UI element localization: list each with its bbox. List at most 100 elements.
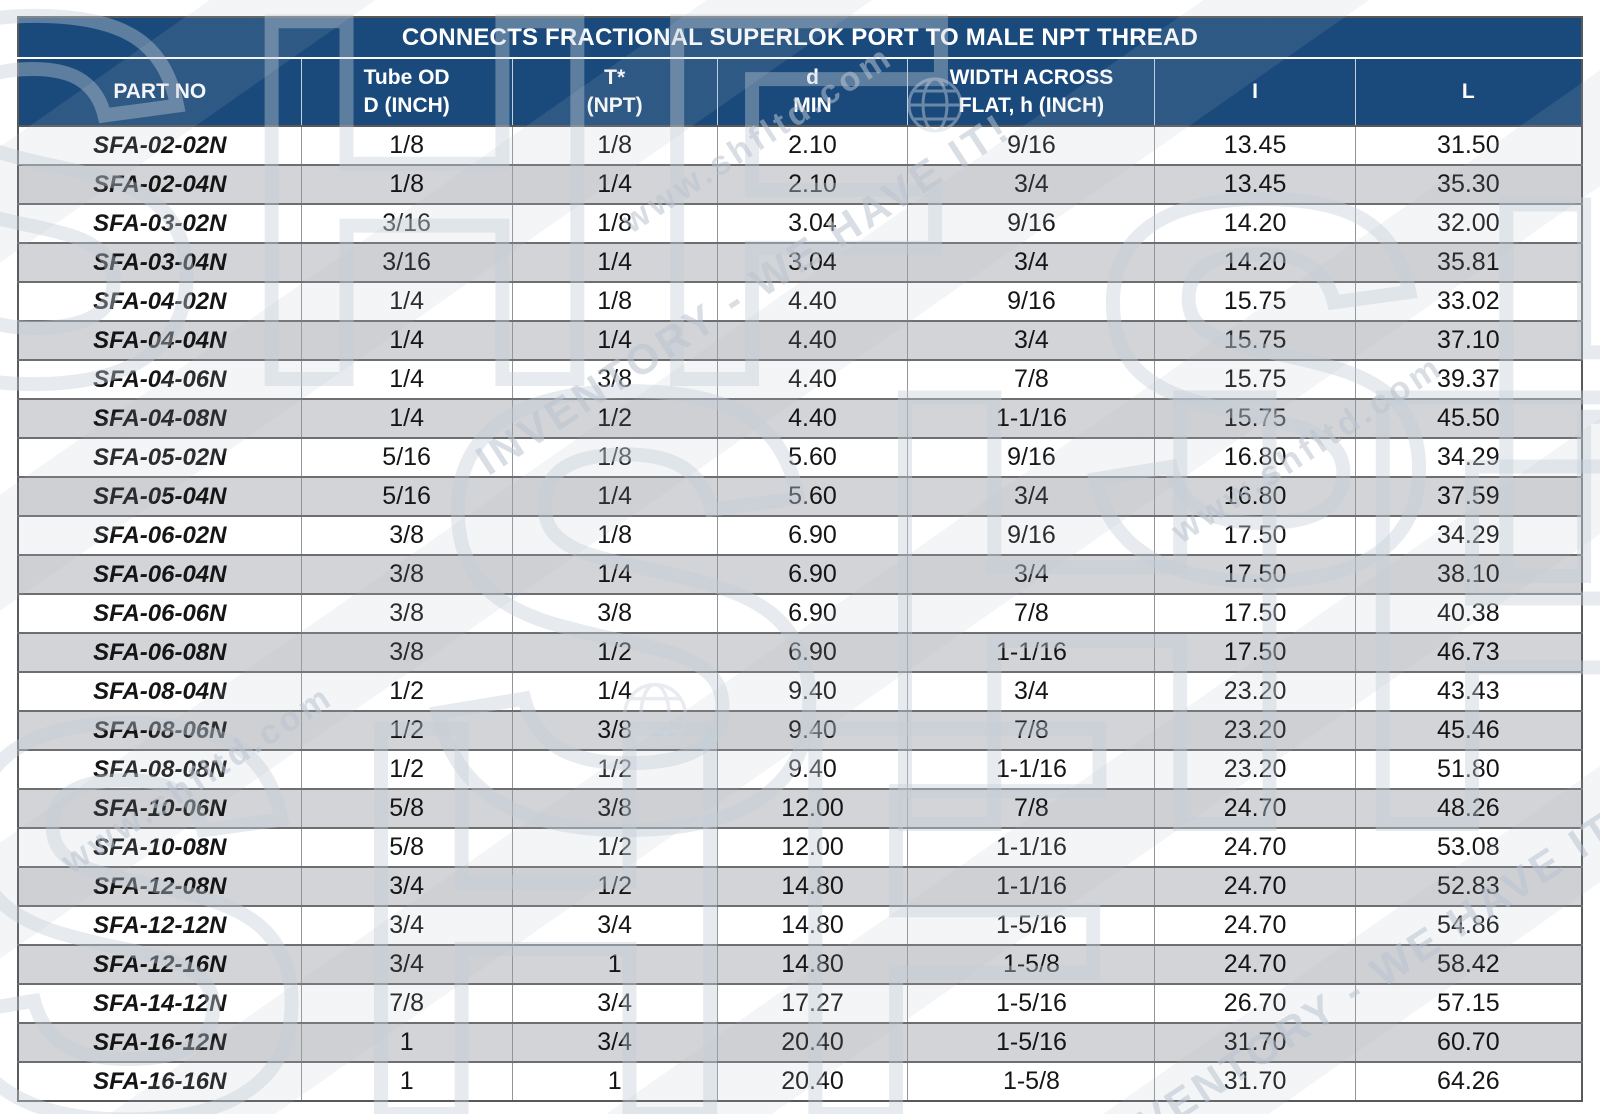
cell-l: 31.50 — [1354, 125, 1582, 165]
cell-t-npt: 1/8 — [511, 437, 718, 477]
cell-i: 31.70 — [1154, 1061, 1356, 1101]
cell-t-npt: 1/2 — [511, 866, 718, 906]
cell-width-across-flat: 7/8 — [907, 788, 1155, 828]
cell-t-npt: 1/8 — [511, 125, 718, 165]
table-row: SFA-05-02N 5/16 1/8 5.60 9/16 16.80 34.29 — [18, 437, 1582, 477]
table-row: SFA-12-12N 3/4 3/4 14.80 1-5/16 24.70 54.86 — [18, 905, 1582, 945]
cell-tube-od-d-inch: 1/2 — [300, 710, 513, 750]
cell-d-min: 20.40 — [716, 1061, 908, 1101]
column-header-i: I — [1154, 58, 1356, 127]
cell-width-across-flat: 1-1/16 — [907, 866, 1155, 906]
cell-t-npt: 1 — [511, 1061, 718, 1101]
cell-d-min: 6.90 — [716, 632, 908, 672]
cell-d-min: 9.40 — [716, 710, 908, 750]
cell-width-across-flat: 7/8 — [907, 359, 1155, 399]
cell-i: 15.75 — [1154, 281, 1356, 321]
table-row: SFA-02-02N 1/8 1/8 2.10 9/16 13.45 31.50 — [18, 125, 1582, 165]
table-header-row: PART NO Tube OD D (INCH) T* (NPT) d MIN WIDTH A… — [18, 58, 1582, 127]
cell-i: 17.50 — [1154, 554, 1356, 594]
cell-i: 15.75 — [1154, 398, 1356, 438]
cell-tube-od-d-inch: 1/2 — [300, 671, 513, 711]
cell-t-npt: 1/4 — [511, 554, 718, 594]
cell-t-npt: 3/8 — [511, 359, 718, 399]
cell-d-min: 5.60 — [716, 437, 908, 477]
cell-i: 17.50 — [1154, 515, 1356, 555]
table-row: SFA-14-12N 7/8 3/4 17.27 1-5/16 26.70 57.15 — [18, 983, 1582, 1023]
cell-i: 16.80 — [1154, 476, 1356, 516]
cell-width-across-flat: 7/8 — [907, 710, 1155, 750]
cell-t-npt: 3/8 — [511, 710, 718, 750]
cell-part-no: SFA-12-16N — [18, 944, 302, 984]
cell-d-min: 2.10 — [716, 164, 908, 204]
cell-part-no: SFA-06-06N — [18, 593, 302, 633]
column-header-line: WIDTH ACROSS — [949, 65, 1114, 89]
cell-part-no: SFA-05-04N — [18, 476, 302, 516]
cell-i: 17.50 — [1154, 593, 1356, 633]
table-row: SFA-06-04N 3/8 1/4 6.90 3/4 17.50 38.10 — [18, 554, 1582, 594]
cell-i: 24.70 — [1154, 905, 1356, 945]
cell-part-no: SFA-06-04N — [18, 554, 302, 594]
column-header-part-no: PART NO — [18, 58, 302, 127]
column-header-line: PART NO — [113, 79, 207, 103]
column-header-line: FLAT, h (INCH) — [958, 94, 1105, 117]
cell-t-npt: 1/4 — [511, 242, 718, 282]
cell-width-across-flat: 3/4 — [907, 476, 1155, 516]
cell-tube-od-d-inch: 5/16 — [300, 476, 513, 516]
table-row: SFA-08-04N 1/2 1/4 9.40 3/4 23.20 43.43 — [18, 671, 1582, 711]
cell-d-min: 12.00 — [716, 788, 908, 828]
cell-tube-od-d-inch: 3/4 — [300, 944, 513, 984]
cell-t-npt: 1/4 — [511, 671, 718, 711]
cell-t-npt: 3/4 — [511, 1022, 718, 1062]
cell-tube-od-d-inch: 5/8 — [300, 788, 513, 828]
cell-part-no: SFA-03-02N — [18, 203, 302, 243]
cell-i: 15.75 — [1154, 320, 1356, 360]
cell-tube-od-d-inch: 1/4 — [300, 398, 513, 438]
cell-tube-od-d-inch: 1/4 — [300, 320, 513, 360]
cell-tube-od-d-inch: 3/8 — [300, 593, 513, 633]
cell-l: 38.10 — [1354, 554, 1582, 594]
column-header-line: L — [1461, 79, 1475, 103]
table-row: SFA-08-08N 1/2 1/2 9.40 1-1/16 23.20 51.80 — [18, 749, 1582, 789]
cell-d-min: 20.40 — [716, 1022, 908, 1062]
cell-tube-od-d-inch: 7/8 — [300, 983, 513, 1023]
table-row: SFA-03-02N 3/16 1/8 3.04 9/16 14.20 32.00 — [18, 203, 1582, 243]
table-row: SFA-06-02N 3/8 1/8 6.90 9/16 17.50 34.29 — [18, 515, 1582, 555]
cell-l: 39.37 — [1354, 359, 1582, 399]
cell-d-min: 6.90 — [716, 593, 908, 633]
cell-t-npt: 1/8 — [511, 203, 718, 243]
cell-i: 23.20 — [1154, 710, 1356, 750]
cell-t-npt: 3/4 — [511, 905, 718, 945]
cell-part-no: SFA-02-02N — [18, 125, 302, 165]
cell-i: 23.20 — [1154, 671, 1356, 711]
cell-d-min: 9.40 — [716, 671, 908, 711]
cell-i: 26.70 — [1154, 983, 1356, 1023]
cell-d-min: 12.00 — [716, 827, 908, 867]
cell-l: 37.59 — [1354, 476, 1582, 516]
cell-width-across-flat: 9/16 — [907, 281, 1155, 321]
cell-d-min: 3.04 — [716, 242, 908, 282]
cell-l: 48.26 — [1354, 788, 1582, 828]
table-title: CONNECTS FRACTIONAL SUPERLOK PORT TO MAL… — [18, 17, 1582, 59]
cell-part-no: SFA-03-04N — [18, 242, 302, 282]
column-header-line: (NPT) — [586, 94, 643, 117]
cell-i: 24.70 — [1154, 944, 1356, 984]
column-header-line: Tube OD — [363, 65, 450, 89]
cell-tube-od-d-inch: 3/16 — [300, 203, 513, 243]
cell-l: 43.43 — [1354, 671, 1582, 711]
cell-part-no: SFA-04-08N — [18, 398, 302, 438]
cell-width-across-flat: 3/4 — [907, 242, 1155, 282]
table-row: SFA-02-04N 1/8 1/4 2.10 3/4 13.45 35.30 — [18, 164, 1582, 204]
cell-i: 24.70 — [1154, 788, 1356, 828]
cell-l: 53.08 — [1354, 827, 1582, 867]
table-row: SFA-16-12N 1 3/4 20.40 1-5/16 31.70 60.70 — [18, 1022, 1582, 1062]
cell-d-min: 17.27 — [716, 983, 908, 1023]
cell-i: 14.20 — [1154, 203, 1356, 243]
cell-l: 33.02 — [1354, 281, 1582, 321]
cell-part-no: SFA-08-06N — [18, 710, 302, 750]
cell-t-npt: 1/8 — [511, 515, 718, 555]
cell-part-no: SFA-06-08N — [18, 632, 302, 672]
cell-width-across-flat: 3/4 — [907, 320, 1155, 360]
column-header-line: T* — [604, 65, 626, 89]
cell-d-min: 4.40 — [716, 398, 908, 438]
cell-part-no: SFA-04-04N — [18, 320, 302, 360]
